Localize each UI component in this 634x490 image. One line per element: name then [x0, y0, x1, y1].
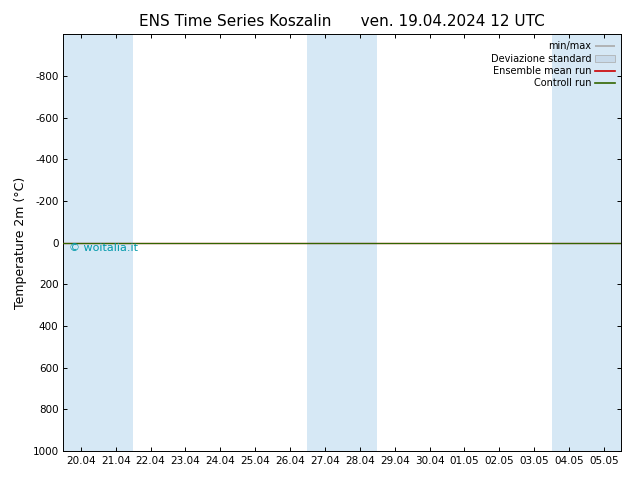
Bar	[586, 34, 621, 451]
Bar	[63, 34, 98, 451]
Bar	[552, 34, 586, 451]
Bar	[342, 34, 377, 451]
Text: © woitalia.it: © woitalia.it	[69, 243, 138, 252]
Legend: min/max, Deviazione standard, Ensemble mean run, Controll run: min/max, Deviazione standard, Ensemble m…	[489, 39, 616, 90]
Y-axis label: Temperature 2m (°C): Temperature 2m (°C)	[14, 176, 27, 309]
Bar	[307, 34, 342, 451]
Title: ENS Time Series Koszalin      ven. 19.04.2024 12 UTC: ENS Time Series Koszalin ven. 19.04.2024…	[139, 14, 545, 29]
Bar	[98, 34, 133, 451]
